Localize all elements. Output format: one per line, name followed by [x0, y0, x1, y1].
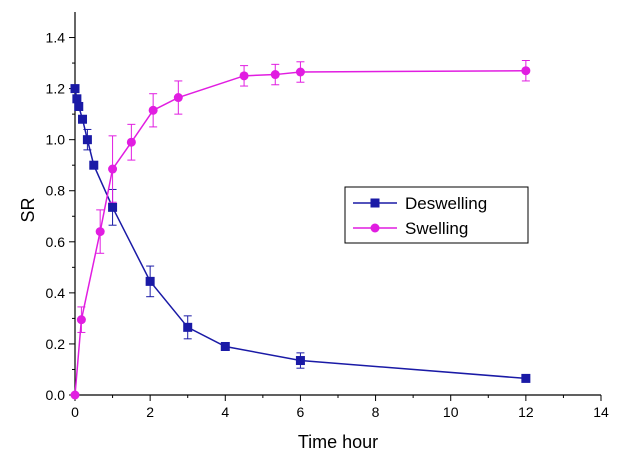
x-tick-label: 10 — [443, 404, 459, 420]
data-point — [145, 276, 155, 286]
data-point — [183, 322, 193, 332]
data-point — [270, 70, 280, 80]
x-tick-label: 12 — [518, 404, 534, 420]
legend-frame — [344, 186, 529, 244]
y-tick-label: 1.4 — [46, 30, 66, 46]
data-point — [173, 93, 183, 103]
x-tick-label: 14 — [593, 404, 609, 420]
x-axis-title: Time hour — [298, 432, 378, 452]
legend: Deswelling Swelling — [344, 186, 529, 244]
data-point — [126, 137, 136, 147]
y-tick-label: 0.8 — [46, 183, 66, 199]
data-point — [70, 390, 80, 400]
data-point — [72, 94, 82, 104]
data-point — [76, 315, 86, 325]
data-point — [295, 356, 305, 366]
data-point — [82, 135, 92, 145]
data-point — [148, 105, 158, 115]
data-point — [78, 114, 88, 124]
y-tick-label: 0.2 — [46, 336, 66, 352]
data-point — [108, 164, 118, 174]
series-swelling — [70, 60, 531, 400]
data-point — [74, 101, 84, 111]
x-tick-label: 2 — [146, 404, 154, 420]
plot-area: 0 2 4 6 8 10 12 14 0.0 0.2 0.4 0.6 0.8 1.0 1.2 1.4 — [46, 12, 609, 420]
x-tick-label: 0 — [71, 404, 79, 420]
y-tick-label: 1.0 — [46, 132, 66, 148]
y-axis-title: SR — [18, 197, 38, 222]
data-point — [95, 227, 105, 237]
x-tick-label: 8 — [372, 404, 380, 420]
legend-marker-deswelling — [370, 198, 380, 208]
y-tick-label: 0.4 — [46, 285, 66, 301]
y-tick-label: 0.0 — [46, 387, 66, 403]
data-point — [89, 160, 99, 170]
data-point — [521, 66, 531, 76]
y-tick-label: 0.6 — [46, 234, 66, 250]
series-deswelling — [70, 84, 531, 383]
data-point — [239, 71, 249, 81]
data-point — [295, 67, 305, 77]
data-point — [108, 202, 118, 212]
data-point — [70, 84, 80, 94]
legend-label-deswelling: Deswelling — [405, 194, 487, 213]
y-tick-label: 1.2 — [46, 81, 66, 97]
x-tick-label: 6 — [297, 404, 305, 420]
legend-marker-swelling — [370, 223, 380, 233]
data-point — [220, 341, 230, 351]
data-point — [521, 373, 531, 383]
x-tick-label: 4 — [221, 404, 229, 420]
legend-label-swelling: Swelling — [405, 219, 468, 238]
